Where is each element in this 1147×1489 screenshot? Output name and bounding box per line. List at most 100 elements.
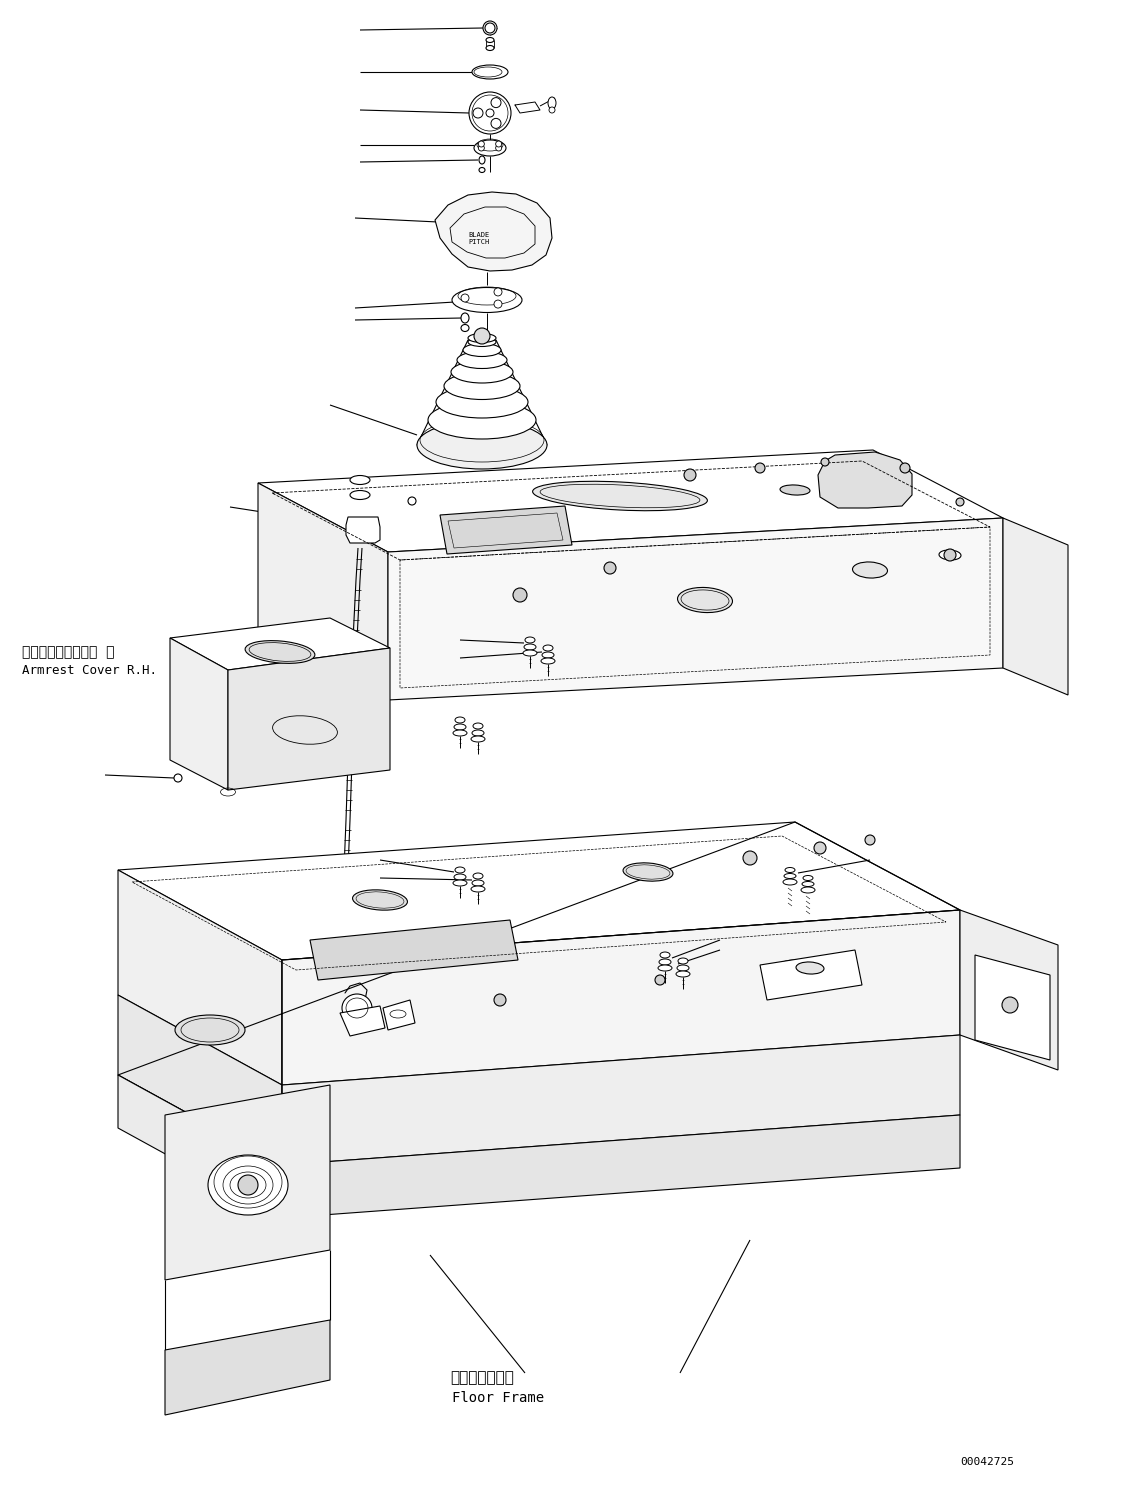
Ellipse shape <box>777 960 824 980</box>
Text: Floor Frame: Floor Frame <box>452 1391 544 1406</box>
Polygon shape <box>818 453 912 508</box>
Circle shape <box>478 144 484 150</box>
Ellipse shape <box>471 736 485 742</box>
Polygon shape <box>118 870 282 1085</box>
Ellipse shape <box>461 325 469 332</box>
Circle shape <box>743 852 757 865</box>
Ellipse shape <box>483 21 497 36</box>
Polygon shape <box>170 637 228 791</box>
Circle shape <box>655 975 665 986</box>
Polygon shape <box>118 1075 282 1218</box>
Text: 00042725: 00042725 <box>960 1458 1014 1467</box>
Polygon shape <box>118 995 282 1164</box>
Ellipse shape <box>479 156 485 164</box>
Text: PITCH: PITCH <box>468 240 490 246</box>
Polygon shape <box>165 1085 330 1281</box>
Circle shape <box>604 561 616 573</box>
Polygon shape <box>960 910 1058 1071</box>
Ellipse shape <box>436 386 528 418</box>
Circle shape <box>955 497 963 506</box>
Ellipse shape <box>783 879 797 884</box>
Polygon shape <box>282 910 960 1085</box>
Ellipse shape <box>454 724 466 730</box>
Circle shape <box>513 588 526 602</box>
Ellipse shape <box>479 167 485 173</box>
Ellipse shape <box>548 97 556 109</box>
Text: BLADE: BLADE <box>468 232 490 238</box>
Circle shape <box>821 459 829 466</box>
Ellipse shape <box>352 890 407 910</box>
Circle shape <box>237 1175 258 1196</box>
Ellipse shape <box>455 718 465 724</box>
Circle shape <box>174 774 182 782</box>
Circle shape <box>814 841 826 855</box>
Polygon shape <box>440 506 572 554</box>
Ellipse shape <box>342 995 372 1021</box>
Ellipse shape <box>418 421 547 469</box>
Polygon shape <box>1002 518 1068 695</box>
Ellipse shape <box>486 46 494 51</box>
Circle shape <box>944 549 955 561</box>
Circle shape <box>494 287 502 296</box>
Ellipse shape <box>245 640 315 664</box>
Polygon shape <box>228 648 390 791</box>
Circle shape <box>1002 998 1019 1013</box>
Polygon shape <box>118 822 960 960</box>
Ellipse shape <box>780 485 810 494</box>
Ellipse shape <box>468 334 496 342</box>
Ellipse shape <box>676 971 690 977</box>
Ellipse shape <box>658 965 672 971</box>
Ellipse shape <box>796 962 824 974</box>
Ellipse shape <box>471 886 485 892</box>
Text: アームレストカバー  右: アームレストカバー 右 <box>22 645 115 660</box>
Polygon shape <box>258 450 1002 552</box>
Ellipse shape <box>525 637 535 643</box>
Ellipse shape <box>453 730 467 736</box>
Polygon shape <box>435 192 552 271</box>
Ellipse shape <box>350 490 370 499</box>
Text: フロアフレーム: フロアフレーム <box>450 1370 514 1385</box>
Polygon shape <box>282 1035 960 1164</box>
Ellipse shape <box>208 1155 288 1215</box>
Ellipse shape <box>677 965 689 971</box>
Circle shape <box>408 497 416 505</box>
Ellipse shape <box>543 652 554 658</box>
Ellipse shape <box>803 876 813 880</box>
Circle shape <box>549 107 555 113</box>
Circle shape <box>494 995 506 1007</box>
Circle shape <box>900 463 910 474</box>
Ellipse shape <box>801 887 816 893</box>
Ellipse shape <box>463 344 501 356</box>
Circle shape <box>474 328 490 344</box>
Ellipse shape <box>444 372 520 399</box>
Ellipse shape <box>469 92 512 134</box>
Polygon shape <box>975 954 1050 1060</box>
Circle shape <box>494 301 502 308</box>
Circle shape <box>496 141 501 147</box>
Ellipse shape <box>802 881 814 886</box>
Ellipse shape <box>939 549 961 560</box>
Circle shape <box>755 463 765 474</box>
Ellipse shape <box>428 401 536 439</box>
Ellipse shape <box>524 645 536 651</box>
Ellipse shape <box>454 874 466 880</box>
Ellipse shape <box>543 645 553 651</box>
Polygon shape <box>310 920 518 980</box>
Circle shape <box>473 109 483 118</box>
Polygon shape <box>170 618 390 670</box>
Ellipse shape <box>678 957 688 963</box>
Ellipse shape <box>532 481 708 511</box>
Ellipse shape <box>660 959 671 965</box>
Ellipse shape <box>785 874 796 879</box>
Ellipse shape <box>452 287 522 313</box>
Circle shape <box>485 22 496 33</box>
Ellipse shape <box>461 313 469 323</box>
Ellipse shape <box>473 730 484 736</box>
Circle shape <box>486 109 494 118</box>
Ellipse shape <box>455 867 465 873</box>
Polygon shape <box>383 1001 415 1030</box>
Polygon shape <box>346 517 380 543</box>
Ellipse shape <box>453 880 467 886</box>
Polygon shape <box>165 1321 330 1415</box>
Ellipse shape <box>541 658 555 664</box>
